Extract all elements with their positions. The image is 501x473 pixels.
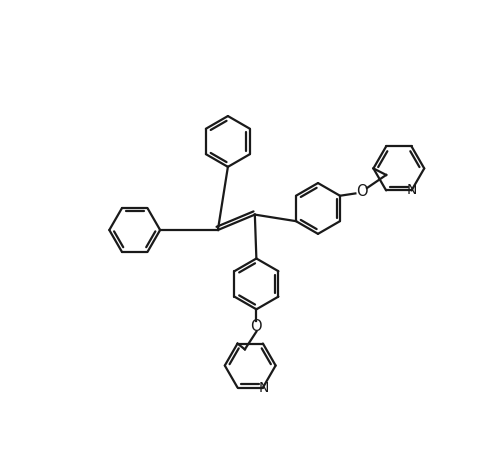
Text: O: O <box>250 319 262 334</box>
Text: N: N <box>259 381 269 395</box>
Text: N: N <box>407 184 417 197</box>
Text: O: O <box>356 184 367 200</box>
